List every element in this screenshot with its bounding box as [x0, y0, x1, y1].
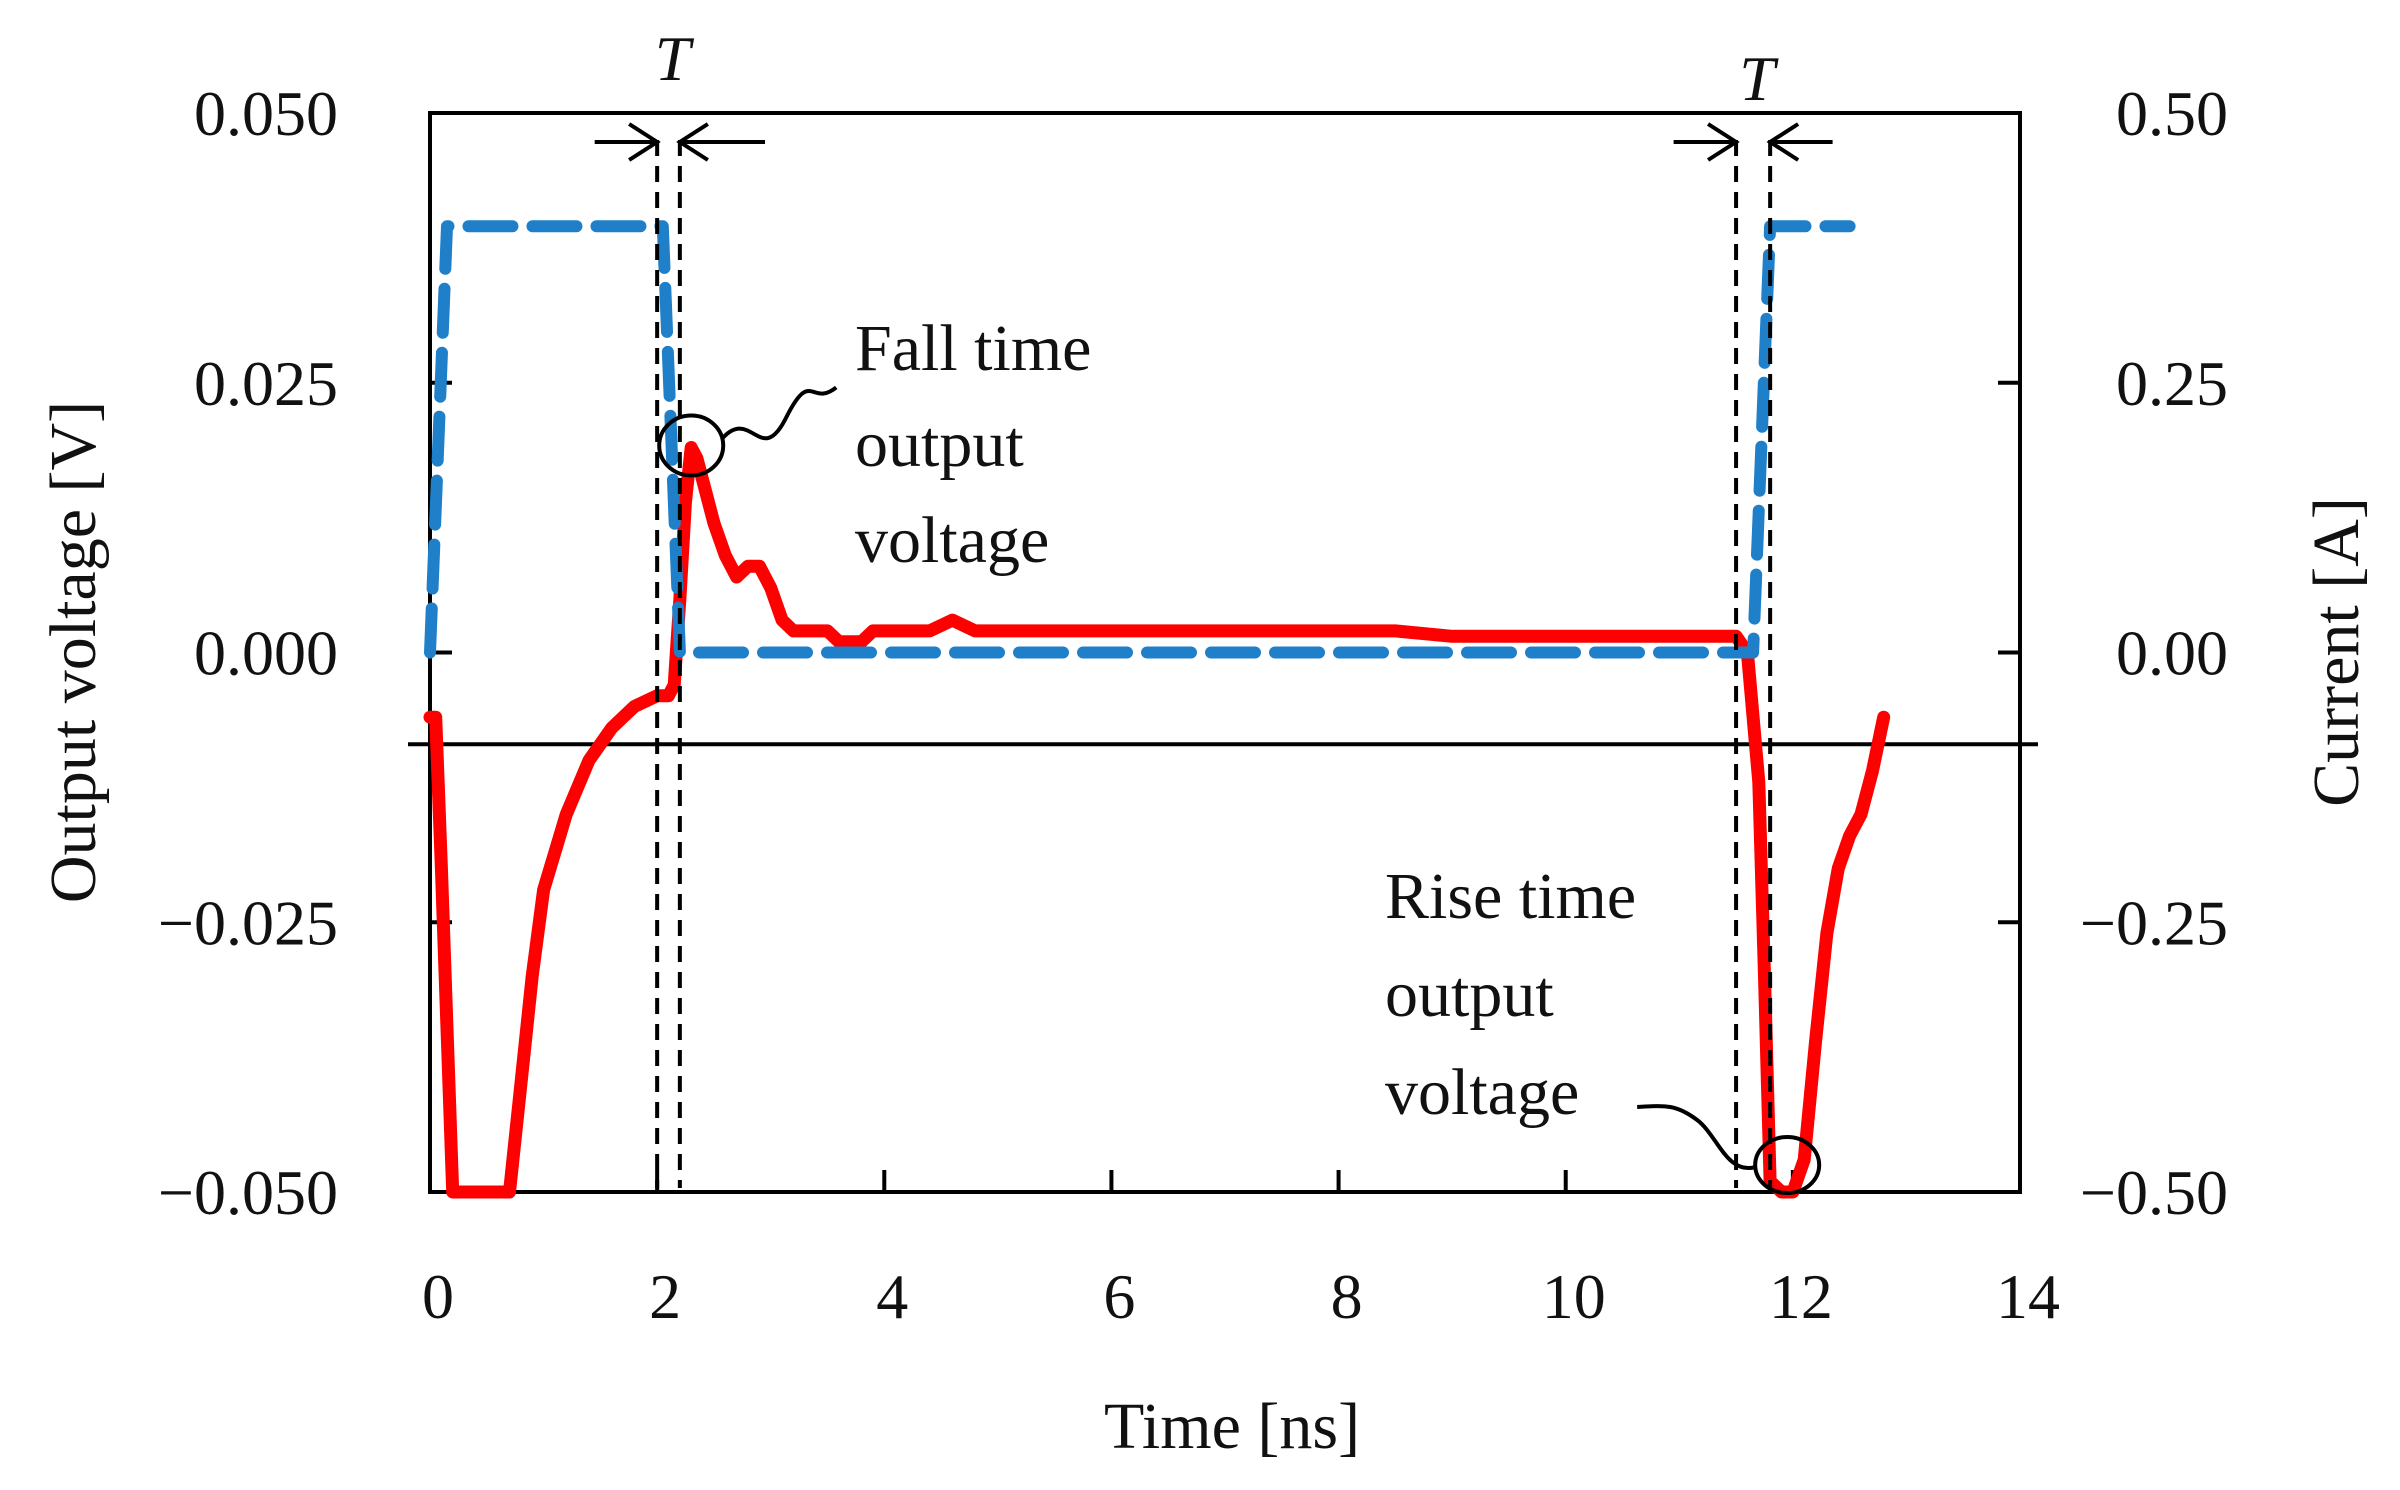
- fall-T-arrow-left-head: [628, 122, 661, 162]
- fall-time-annotation-line: voltage: [855, 504, 1049, 577]
- fall-time-annotation-line: output: [855, 408, 1024, 481]
- y-right-tick-label: 0.50: [2116, 78, 2228, 149]
- rise-time-annotation-line: output: [1385, 958, 1554, 1031]
- x-tick-label: 0: [422, 1261, 454, 1332]
- y-left-axis-title: Output voltage [V]: [37, 401, 110, 903]
- fall-T-arrow-right-head: [676, 122, 709, 162]
- y-left-tick-label: 0.000: [194, 618, 338, 689]
- rise-time-annotation-line: Rise time: [1385, 860, 1636, 933]
- rise-T-label: T: [1739, 43, 1779, 114]
- x-tick-label: 10: [1542, 1261, 1606, 1332]
- y-left-tick-label: −0.025: [158, 887, 338, 958]
- fall-peak-circle: [657, 413, 726, 478]
- y-right-tick-label: 0.25: [2116, 348, 2228, 419]
- current-series-line: [424, 220, 1856, 659]
- y-right-tick-label: −0.50: [2080, 1157, 2228, 1228]
- y-left-tick-label: 0.025: [194, 348, 338, 419]
- fall-time-annotation-line: Fall time: [855, 312, 1091, 385]
- y-right-tick-label: 0.00: [2116, 618, 2228, 689]
- rise-dip-circle: [1753, 1135, 1822, 1196]
- output-voltage-series-line: [423, 441, 1891, 1199]
- x-tick-label: 12: [1769, 1261, 1833, 1332]
- y-left-tick-label: 0.050: [194, 78, 338, 149]
- x-axis-title: Time [ns]: [1104, 1390, 1360, 1463]
- x-tick-label: 14: [1996, 1261, 2060, 1332]
- y-right-tick-label: −0.25: [2080, 887, 2228, 958]
- rise-T-arrow-right-head: [1766, 122, 1800, 162]
- y-right-axis-title: Current [A]: [2300, 497, 2373, 807]
- y-left-tick-label: −0.050: [158, 1157, 338, 1228]
- fall-T-label: T: [655, 23, 695, 94]
- x-tick-label: 8: [1331, 1261, 1363, 1332]
- rise-time-annotation-line: voltage: [1385, 1056, 1579, 1129]
- rise-leader-line: [1637, 1104, 1756, 1171]
- rise-T-arrow-left-head: [1706, 122, 1740, 162]
- fall-leader-line: [721, 385, 838, 441]
- x-tick-label: 6: [1103, 1261, 1135, 1332]
- x-tick-label: 2: [649, 1261, 681, 1332]
- x-tick-label: 4: [876, 1261, 908, 1332]
